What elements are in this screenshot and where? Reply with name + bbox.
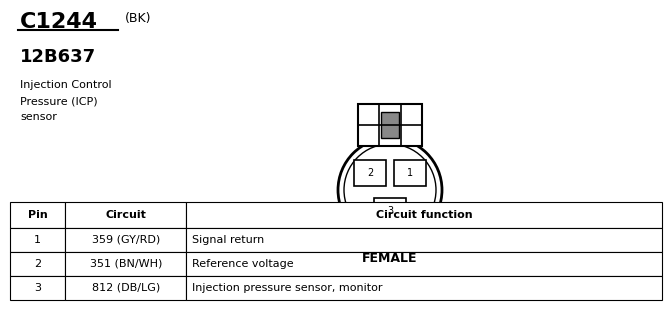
Text: 2: 2 [367,168,373,178]
Circle shape [344,144,436,236]
Text: Signal return: Signal return [192,235,264,245]
Text: 1: 1 [407,168,413,178]
Bar [10,228,65,252]
Text: 812 (DB/LG): 812 (DB/LG) [91,283,160,293]
Bar [186,228,662,252]
Bar [358,104,422,146]
Bar [186,276,662,300]
Text: 3: 3 [387,206,393,216]
Bar [10,252,65,276]
Bar [374,198,406,224]
Bar [10,202,65,228]
Bar [186,252,662,276]
Bar [354,160,386,186]
Bar [186,202,662,228]
Text: C1244: C1244 [20,12,98,32]
Text: Injection Control: Injection Control [20,80,112,90]
Text: Pin: Pin [28,210,48,220]
Text: FEMALE: FEMALE [362,252,418,265]
Text: Reference voltage: Reference voltage [192,259,294,269]
Text: Injection pressure sensor, monitor: Injection pressure sensor, monitor [192,283,382,293]
Text: 351 (BN/WH): 351 (BN/WH) [89,259,162,269]
Bar [394,160,426,186]
Bar [381,112,398,138]
Text: 3: 3 [34,283,41,293]
Bar [65,252,186,276]
Text: sensor: sensor [20,112,57,122]
Text: (BK): (BK) [125,12,151,25]
Text: 1: 1 [34,235,41,245]
Bar [65,276,186,300]
Text: Circuit function: Circuit function [376,210,472,220]
Bar [10,276,65,300]
Text: 12B637: 12B637 [20,48,96,66]
Text: 359 (GY/RD): 359 (GY/RD) [91,235,160,245]
Text: 2: 2 [34,259,41,269]
Bar [65,228,186,252]
Text: Pressure (ICP): Pressure (ICP) [20,96,97,106]
Text: Circuit: Circuit [106,210,146,220]
Circle shape [338,138,442,242]
Bar [65,202,186,228]
